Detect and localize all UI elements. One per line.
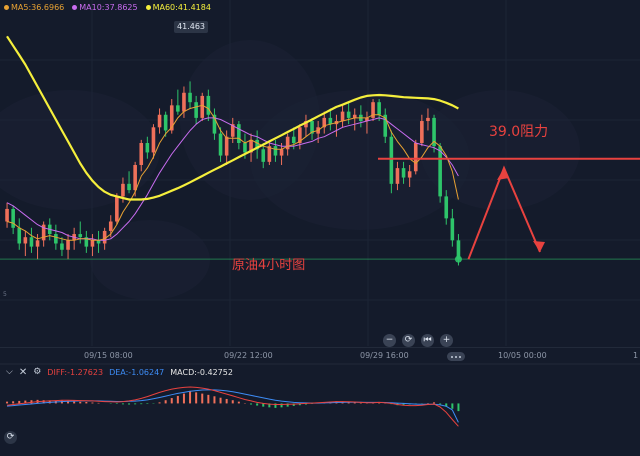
macd-value: MACD:-0.42752 — [170, 368, 233, 377]
zoom-in-button[interactable]: + — [440, 334, 453, 347]
candle-body — [176, 105, 180, 111]
zoom-out-button[interactable]: − — [383, 334, 396, 347]
candle-body — [54, 234, 58, 243]
time-tick-label: 09/15 08:00 — [84, 351, 133, 360]
scroll-dot-icon — [455, 356, 457, 358]
candle-body — [139, 143, 143, 165]
candle-body — [347, 112, 351, 118]
ma60-value: MA60:41.4184 — [153, 3, 211, 12]
ma60-legend: MA60:41.4184 — [146, 3, 211, 12]
restore-button[interactable]: ⟳ — [402, 334, 415, 347]
candle-body — [115, 196, 119, 221]
candle-body — [91, 240, 95, 246]
close-icon[interactable]: ✕ — [19, 367, 27, 378]
macd-legend: ⌵ ✕ ⚙ DIFF:-1.27623 DEA:-1.06247 MACD:-0… — [6, 365, 233, 379]
time-axis: 09/15 08:00 09/22 12:00 09/29 16:00 10/0… — [0, 347, 640, 362]
time-tick-label: 09/22 12:00 — [224, 351, 273, 360]
ma-legend: MA5:36.6966 MA10:37.8625 MA60:41.4184 — [4, 0, 211, 14]
ma60-dot-icon — [146, 5, 151, 10]
candle-body — [261, 149, 265, 162]
restore-icon[interactable]: ⟳ — [4, 431, 17, 444]
candle-body — [36, 240, 40, 246]
candle-body — [66, 240, 70, 249]
candle-body — [109, 222, 113, 231]
zoom-controls: − ⟳ ⏮ + — [383, 334, 453, 347]
candle-body — [5, 209, 9, 222]
ma5-legend: MA5:36.6966 — [4, 3, 64, 12]
collapse-icon[interactable]: ⌵ — [6, 367, 13, 377]
jump-start-button[interactable]: ⏮ — [421, 334, 434, 347]
diff-value: DIFF:-1.27623 — [47, 368, 103, 377]
map-blob — [90, 220, 210, 300]
candle-body — [207, 96, 211, 115]
candle-body — [60, 243, 64, 249]
map-blob — [0, 90, 160, 210]
candle-body — [127, 184, 131, 190]
candle-body — [408, 171, 412, 177]
candle-body — [420, 121, 424, 143]
candle-body — [274, 146, 278, 155]
candle-body — [390, 137, 394, 184]
candle-body — [243, 143, 247, 152]
candle-body — [200, 96, 204, 118]
scroll-handle[interactable] — [447, 352, 465, 361]
candle-body — [377, 102, 381, 115]
candle-body — [17, 228, 21, 244]
candle-body — [30, 237, 34, 246]
candle-body — [414, 143, 418, 171]
resistance-annotation: 39.0阻力 — [489, 121, 548, 141]
time-tick-label: 10/05 00:00 — [498, 351, 547, 360]
ma10-value: MA10:37.8625 — [79, 3, 137, 12]
time-tick-label: 1 — [633, 351, 638, 360]
candle-body — [341, 112, 345, 121]
candle-body — [438, 146, 442, 196]
candle-body — [24, 237, 28, 243]
map-blob — [420, 90, 580, 210]
candle-body — [444, 196, 448, 218]
scroll-dot-icon — [459, 356, 461, 358]
candle-body — [194, 102, 198, 118]
left-scale-label: 5 — [3, 291, 7, 298]
candle-body — [280, 149, 284, 155]
candle-body — [396, 168, 400, 184]
time-tick-label: 09/29 16:00 — [360, 351, 409, 360]
candle-body — [219, 134, 223, 156]
candle-body — [182, 93, 186, 112]
settings-gear-icon[interactable]: ⚙ — [33, 367, 41, 377]
candle-body — [97, 240, 101, 243]
scroll-dot-icon — [451, 356, 453, 358]
candle-body — [188, 93, 192, 102]
peak-price-label: 41.463 — [174, 21, 208, 33]
candle-body — [133, 165, 137, 190]
candle-body — [152, 127, 156, 152]
candle-body — [402, 168, 406, 177]
diff-line — [7, 387, 458, 426]
candle-body — [158, 115, 162, 128]
candle-body — [292, 137, 296, 143]
ma5-dot-icon — [4, 5, 9, 10]
candle-body — [146, 143, 150, 152]
dea-line — [7, 390, 458, 423]
chart-title-annotation: 原油4小时图 — [232, 254, 305, 273]
candle-body — [225, 137, 229, 156]
arrowhead-down-icon — [533, 241, 545, 252]
dea-value: DEA:-1.06247 — [109, 368, 164, 377]
candle-body — [237, 124, 241, 143]
ma10-dot-icon — [72, 5, 77, 10]
candle-body — [286, 137, 290, 150]
candle-body — [329, 118, 333, 124]
candle-body — [78, 234, 82, 237]
candle-body — [451, 218, 455, 240]
ma10-legend: MA10:37.8625 — [72, 3, 137, 12]
candle-body — [11, 209, 15, 228]
candle-body — [426, 118, 430, 121]
candle-body — [164, 115, 168, 131]
ma5-value: MA5:36.6966 — [11, 3, 64, 12]
candle-body — [121, 184, 125, 197]
last-price-dot — [455, 256, 462, 263]
